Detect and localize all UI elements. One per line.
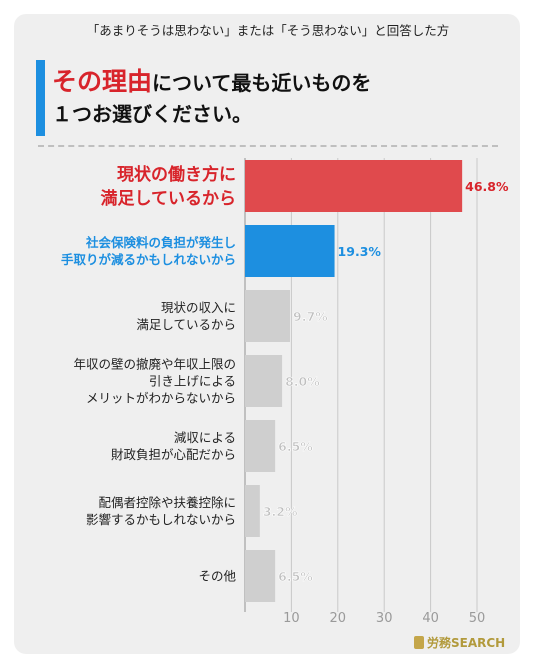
value-label: 6.5% xyxy=(278,569,313,584)
category-label: 現状の収入に xyxy=(161,300,236,315)
value-label: 6.5% xyxy=(278,439,313,454)
bar xyxy=(245,355,283,407)
value-label: 8.0% xyxy=(285,374,320,389)
category-label: 財政負担が心配だから xyxy=(111,447,236,462)
bar xyxy=(245,160,463,212)
value-label: 3.2% xyxy=(263,504,298,519)
x-tick-label: 10 xyxy=(283,611,300,626)
category-label: 年収の壁の撤廃や年収上限の xyxy=(73,357,236,372)
x-tick-label: 40 xyxy=(422,611,439,626)
x-tick-label: 30 xyxy=(376,611,393,626)
category-label: 引き上げによる xyxy=(149,374,236,389)
brand-logo: 労務SEARCH xyxy=(414,634,505,651)
category-label: 手取りが減るかもしれないから xyxy=(61,252,236,267)
category-label: 現状の働き方に xyxy=(117,164,236,185)
category-label: 満足しているから xyxy=(136,317,236,332)
category-label: 満足しているから xyxy=(101,188,237,209)
dashed-divider xyxy=(38,145,498,147)
category-label: 社会保険料の負担が発生し xyxy=(85,235,236,250)
bar xyxy=(245,485,260,537)
category-label: 影響するかもしれないから xyxy=(86,512,236,527)
brand-text: 労務SEARCH xyxy=(427,636,506,650)
brand-icon xyxy=(414,636,424,649)
title-text-2: １つお選びください。 xyxy=(52,102,252,126)
bar xyxy=(245,225,335,277)
category-label: その他 xyxy=(198,569,236,584)
value-label: 46.8% xyxy=(465,179,509,194)
bar xyxy=(245,420,276,472)
x-tick-label: 20 xyxy=(330,611,347,626)
question-title: その理由について最も近いものを １つお選びください。 xyxy=(36,60,506,136)
chart-subtitle: 「あまりそうは思わない」または「そう思わない」と回答した方 xyxy=(86,23,450,38)
x-tick-label: 50 xyxy=(469,611,486,626)
title-accent-bar xyxy=(36,60,45,136)
value-label: 9.7% xyxy=(293,309,328,324)
title-text-1: について最も近いものを xyxy=(152,71,372,95)
value-label: 19.3% xyxy=(338,244,382,259)
bar xyxy=(245,290,291,342)
category-label: 減収による xyxy=(174,430,236,445)
bar xyxy=(245,550,276,602)
title-highlight: その理由 xyxy=(52,67,153,96)
category-label: メリットがわからないから xyxy=(86,391,236,406)
category-label: 配偶者控除や扶養控除に xyxy=(98,495,236,510)
